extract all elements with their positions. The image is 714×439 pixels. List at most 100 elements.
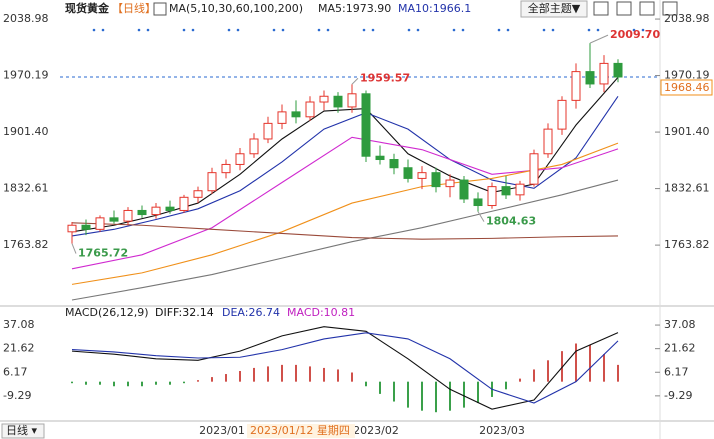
marker-dot — [497, 28, 501, 32]
marker-dot — [101, 28, 105, 32]
marker-dot — [182, 28, 186, 32]
candle-body — [249, 138, 259, 155]
candle-body — [599, 62, 609, 85]
candle-body — [459, 179, 469, 200]
marker-dot — [596, 28, 600, 32]
candle-body — [235, 153, 245, 165]
period-button[interactable] — [1, 423, 45, 439]
period-button-label: 日线 ▾ — [6, 423, 37, 437]
ma-line — [71, 142, 619, 285]
candle-body — [543, 128, 553, 155]
marker-dot — [137, 28, 141, 32]
candle-body — [515, 183, 525, 196]
theme-button-label: 全部主题▼ — [528, 1, 581, 15]
candle-body — [179, 196, 189, 211]
ma-icon[interactable] — [153, 2, 167, 16]
candle-body — [403, 167, 413, 179]
ma-line — [71, 222, 619, 240]
marker-dot — [371, 28, 375, 32]
y-tick-label: 1832.61 — [3, 182, 49, 195]
candle-body — [557, 99, 567, 130]
candle-body — [109, 217, 119, 222]
y-tick-label: 2038.98 — [664, 12, 710, 25]
candle-body — [347, 93, 357, 108]
y-tick-label: 1970.19 — [3, 69, 49, 82]
ma-line — [71, 77, 619, 233]
period-label: 【日线】 — [112, 1, 156, 15]
candle-body — [263, 122, 273, 140]
crosshair-label: 2023/01/12 星期四 — [250, 424, 350, 437]
y-tick-label: -9.29 — [664, 389, 692, 402]
marker-dot — [407, 28, 411, 32]
annotation-leader — [351, 77, 359, 85]
candle-body — [389, 159, 399, 169]
annotation-leader — [477, 211, 485, 222]
candle-body — [375, 155, 385, 161]
marker-dot — [632, 28, 636, 32]
candle-body — [193, 190, 203, 198]
y-tick-label: 1901.40 — [3, 125, 49, 138]
icon[interactable] — [639, 1, 655, 16]
current-price-label: 1968.46 — [664, 81, 710, 94]
marker-dot — [236, 28, 240, 32]
marker-dot — [641, 28, 645, 32]
icon[interactable] — [593, 1, 609, 16]
marker-dot — [551, 28, 555, 32]
candle-body — [305, 101, 315, 118]
candle-body — [207, 172, 217, 192]
x-tick-label: 2023/01 — [199, 424, 245, 437]
ma-line — [71, 326, 619, 410]
marker-dot — [227, 28, 231, 32]
ma-line — [71, 179, 619, 301]
candle-body — [473, 198, 483, 207]
toolbar-icons — [593, 1, 678, 16]
theme-button[interactable] — [520, 0, 588, 18]
candle-body — [613, 62, 623, 78]
y-tick-label: 2038.98 — [3, 12, 49, 25]
marker-dot — [506, 28, 510, 32]
marker-dot — [587, 28, 591, 32]
ma-value: MA10:1966.1 — [398, 2, 471, 15]
y-tick-label: 21.62 — [664, 342, 696, 355]
marker-dot — [92, 28, 96, 32]
candle-body — [291, 111, 301, 118]
marker-dot — [416, 28, 420, 32]
candle-body — [277, 111, 287, 124]
y-tick-label: 37.08 — [3, 318, 35, 331]
candle-body — [95, 217, 105, 230]
y-tick-label: 1901.40 — [664, 125, 710, 138]
current-price-box — [660, 79, 713, 96]
y-tick-label: 6.17 — [664, 365, 689, 378]
candle-body — [487, 186, 497, 207]
icon[interactable] — [662, 1, 678, 16]
y-tick-label: 37.08 — [664, 318, 696, 331]
candle-body — [445, 179, 455, 188]
candle-body — [221, 163, 231, 174]
y-tick-label: 1970.19 — [664, 69, 710, 82]
y-tick-label: 1763.82 — [664, 238, 710, 251]
candle-body — [501, 186, 511, 196]
marker-dot — [452, 28, 456, 32]
marker-dot — [281, 28, 285, 32]
y-tick-label: 21.62 — [3, 342, 35, 355]
indicator-value: DIFF:32.14 — [155, 306, 214, 319]
candle-body — [81, 224, 91, 230]
candle-body — [67, 224, 77, 233]
candle-body — [333, 95, 343, 108]
annotation-leader — [589, 34, 609, 44]
marker-dot — [272, 28, 276, 32]
marker-dot — [146, 28, 150, 32]
marker-dot — [362, 28, 366, 32]
chart-title: 现货黄金 — [65, 1, 110, 15]
marker-dot — [461, 28, 465, 32]
icon[interactable] — [616, 1, 632, 16]
candle-body — [417, 172, 427, 179]
marker-dot — [326, 28, 330, 32]
annotation-leader — [71, 243, 77, 254]
indicator-value: MACD:10.81 — [287, 306, 355, 319]
candle-body — [585, 71, 595, 85]
indicator-title: MACD(26,12,9) — [65, 306, 149, 319]
marker-dot — [317, 28, 321, 32]
